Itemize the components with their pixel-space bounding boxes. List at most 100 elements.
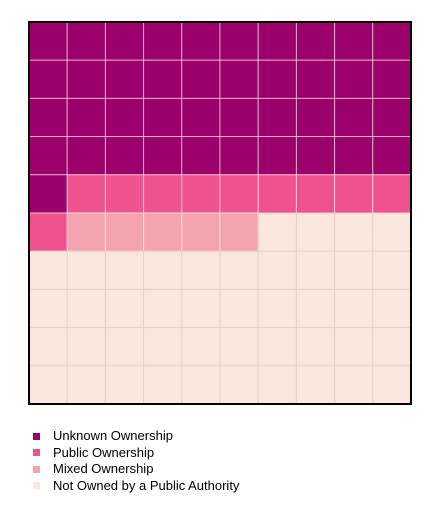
waffle-chart-svg [28,21,412,405]
waffle-cell-not-owned-by-a-public-authority [257,250,297,290]
waffle-cell-unknown-ownership [66,97,106,138]
waffle-cell-not-owned-by-a-public-authority [219,250,259,290]
legend-swatch-not-owned [33,482,40,490]
waffle-cell-not-owned-by-a-public-authority [219,327,259,367]
waffle-cell-unknown-ownership [257,21,297,61]
waffle-cell-unknown-ownership [104,59,145,99]
waffle-cell-not-owned-by-a-public-authority [219,288,259,329]
waffle-cell-not-owned-by-a-public-authority [372,212,412,252]
waffle-cell-unknown-ownership [372,136,412,176]
waffle-cell-not-owned-by-a-public-authority [295,365,336,405]
waffle-cell-not-owned-by-a-public-authority [295,212,336,252]
waffle-cell-public-ownership [104,174,145,214]
waffle-cell-not-owned-by-a-public-authority [181,288,221,329]
waffle-cell-unknown-ownership [143,136,183,176]
waffle-cell-not-owned-by-a-public-authority [104,365,145,405]
waffle-cell-not-owned-by-a-public-authority [104,327,145,367]
waffle-cell-unknown-ownership [66,59,106,99]
waffle-cell-not-owned-by-a-public-authority [143,327,183,367]
waffle-cell-unknown-ownership [372,21,412,61]
waffle-cell-unknown-ownership [257,136,297,176]
waffle-cell-not-owned-by-a-public-authority [257,288,297,329]
waffle-cell-not-owned-by-a-public-authority [66,250,106,290]
waffle-cell-unknown-ownership [66,136,106,176]
waffle-cell-unknown-ownership [334,97,374,138]
legend-item-unknown-ownership: Unknown Ownership [33,428,423,445]
waffle-cell-unknown-ownership [295,59,336,99]
waffle-chart [28,21,412,405]
legend-label-unknown-ownership: Unknown Ownership [53,428,173,444]
waffle-cell-not-owned-by-a-public-authority [295,250,336,290]
waffle-cell-not-owned-by-a-public-authority [257,212,297,252]
waffle-cell-unknown-ownership [104,97,145,138]
waffle-cell-public-ownership [372,174,412,214]
legend-label-mixed-ownership: Mixed Ownership [53,461,154,477]
waffle-cell-unknown-ownership [104,21,145,61]
waffle-cell-public-ownership [295,174,336,214]
waffle-cell-not-owned-by-a-public-authority [372,288,412,329]
waffle-cell-not-owned-by-a-public-authority [181,250,221,290]
waffle-cell-unknown-ownership [143,21,183,61]
legend-item-not-owned: Not Owned by a Public Authority [33,478,423,495]
waffle-cell-not-owned-by-a-public-authority [66,327,106,367]
waffle-cell-not-owned-by-a-public-authority [334,212,374,252]
waffle-cell-unknown-ownership [104,136,145,176]
waffle-cell-mixed-ownership [66,212,106,252]
waffle-border [28,21,412,405]
waffle-cell-not-owned-by-a-public-authority [181,327,221,367]
waffle-cell-not-owned-by-a-public-authority [104,250,145,290]
waffle-cell-not-owned-by-a-public-authority [295,327,336,367]
waffle-cell-unknown-ownership [181,97,221,138]
legend: Unknown Ownership Public Ownership Mixed… [33,428,423,494]
waffle-cell-unknown-ownership [66,21,106,61]
waffle-cell-unknown-ownership [143,59,183,99]
waffle-cell-unknown-ownership [28,136,68,176]
waffle-cell-mixed-ownership [143,212,183,252]
waffle-cell-not-owned-by-a-public-authority [28,365,68,405]
waffle-cell-unknown-ownership [257,97,297,138]
waffle-cell-not-owned-by-a-public-authority [28,327,68,367]
waffle-cell-unknown-ownership [219,59,259,99]
waffle-cell-unknown-ownership [219,21,259,61]
legend-swatch-mixed-ownership [33,465,40,473]
waffle-cell-unknown-ownership [334,21,374,61]
waffle-cell-unknown-ownership [372,59,412,99]
waffle-cell-unknown-ownership [334,136,374,176]
legend-item-public-ownership: Public Ownership [33,445,423,462]
waffle-cell-not-owned-by-a-public-authority [334,250,374,290]
waffle-cell-unknown-ownership [28,21,68,61]
waffle-cell-not-owned-by-a-public-authority [334,327,374,367]
waffle-cell-unknown-ownership [181,136,221,176]
waffle-cell-mixed-ownership [219,212,259,252]
legend-label-public-ownership: Public Ownership [53,444,155,460]
waffle-cell-unknown-ownership [143,97,183,138]
waffle-cell-not-owned-by-a-public-authority [28,288,68,329]
waffle-cell-unknown-ownership [219,97,259,138]
waffle-cell-not-owned-by-a-public-authority [372,327,412,367]
waffle-cell-mixed-ownership [104,212,145,252]
waffle-cell-not-owned-by-a-public-authority [66,365,106,405]
waffle-cell-not-owned-by-a-public-authority [372,365,412,405]
waffle-cell-not-owned-by-a-public-authority [219,365,259,405]
waffle-cell-unknown-ownership [181,21,221,61]
waffle-cell-not-owned-by-a-public-authority [143,365,183,405]
waffle-cell-unknown-ownership [372,97,412,138]
waffle-cell-mixed-ownership [181,212,221,252]
legend-swatch-unknown-ownership [33,432,40,440]
waffle-cell-public-ownership [28,212,68,252]
waffle-cell-not-owned-by-a-public-authority [181,365,221,405]
waffle-cell-not-owned-by-a-public-authority [334,365,374,405]
waffle-cell-public-ownership [334,174,374,214]
waffle-cell-unknown-ownership [28,174,68,214]
waffle-cell-not-owned-by-a-public-authority [28,250,68,290]
waffle-cell-unknown-ownership [219,136,259,176]
waffle-cell-public-ownership [181,174,221,214]
waffle-cell-public-ownership [257,174,297,214]
waffle-cell-unknown-ownership [257,59,297,99]
waffle-cell-unknown-ownership [181,59,221,99]
waffle-cell-not-owned-by-a-public-authority [334,288,374,329]
waffle-cell-not-owned-by-a-public-authority [295,288,336,329]
waffle-cell-unknown-ownership [28,59,68,99]
waffle-cell-unknown-ownership [295,97,336,138]
waffle-cell-unknown-ownership [28,97,68,138]
